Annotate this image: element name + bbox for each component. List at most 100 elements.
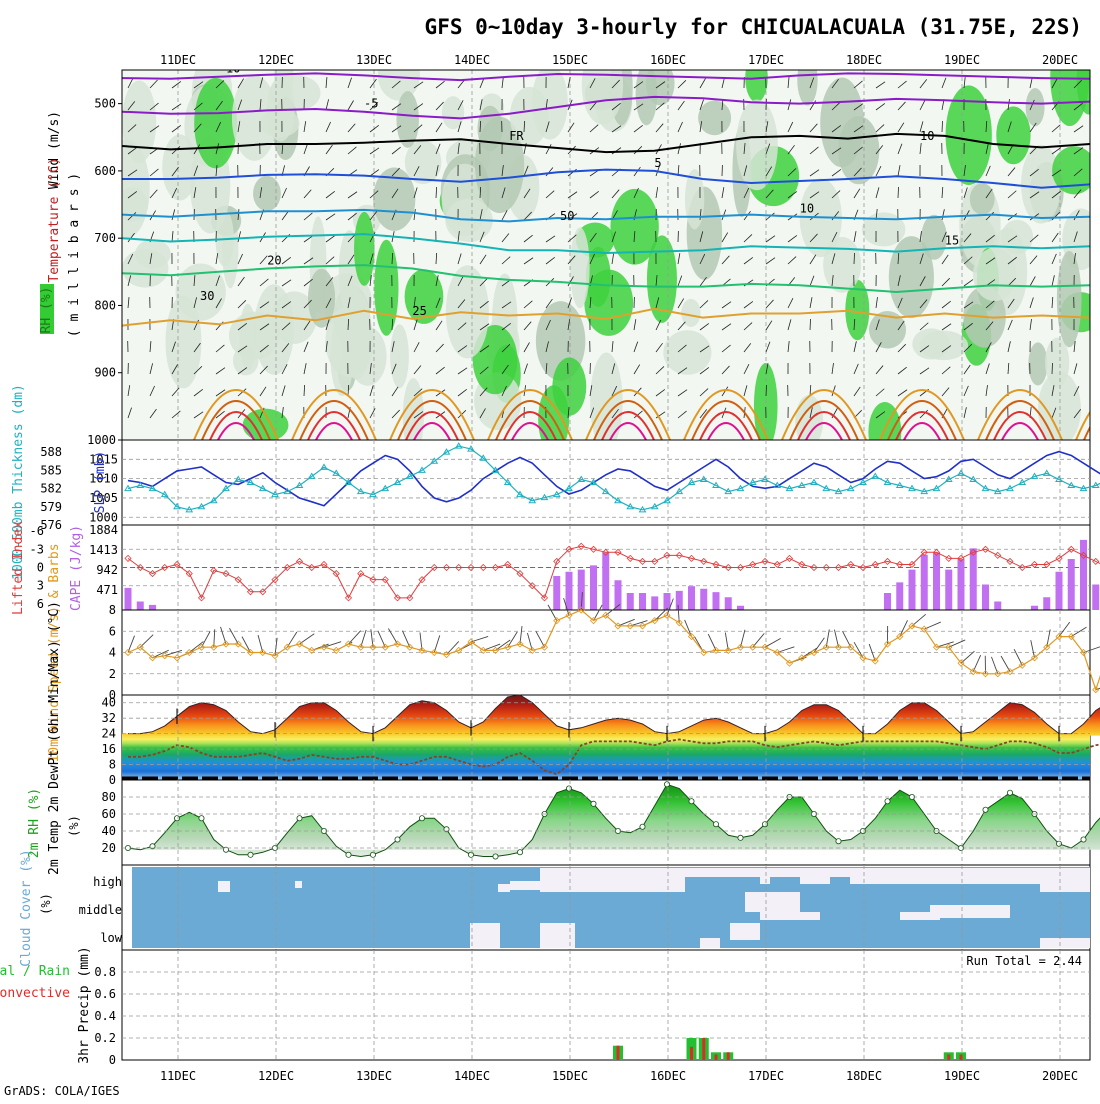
temperature-tick-label: 32	[102, 711, 116, 725]
cloud-gap	[800, 876, 830, 884]
cape-bar	[994, 602, 1001, 611]
rh-shade-cell	[442, 96, 464, 129]
cape-bar	[725, 597, 732, 610]
legend-total-rain: Total / Rain	[0, 964, 70, 979]
credit-text: GrADS: COLA/IGES	[4, 1084, 120, 1098]
lifted-index-tick-label: 0	[37, 561, 44, 575]
date-tick-top: 15DEC	[552, 53, 588, 67]
cape-bar	[945, 570, 952, 610]
rh-panel-label: 2m RH (%)	[27, 788, 42, 858]
date-tick-bottom: 20DEC	[1042, 1069, 1078, 1083]
rh-marker	[395, 837, 400, 842]
cloud-gap	[930, 905, 1010, 918]
rh-shade-cell	[1050, 28, 1089, 126]
cloud-gap	[850, 876, 1040, 884]
cape-bar	[1080, 540, 1087, 610]
rh-marker	[419, 816, 424, 821]
date-tick-bottom: 15DEC	[552, 1069, 588, 1083]
wind-speed-tick-label: 4	[109, 646, 116, 660]
precip-convective-bar	[715, 1055, 718, 1061]
cape-tick-label: 1884	[89, 523, 118, 537]
cloud-gap	[685, 868, 1090, 877]
rh-marker	[640, 824, 645, 829]
temperature-contour-label: 25	[412, 304, 426, 318]
rh-shade-cell	[552, 358, 586, 416]
rh-marker	[762, 822, 767, 827]
date-tick-bottom: 17DEC	[748, 1069, 784, 1083]
date-tick-top: 17DEC	[748, 53, 784, 67]
rh-marker	[566, 786, 571, 791]
rh-contour-label: 50	[560, 209, 574, 223]
rh-shade-cell	[260, 109, 300, 137]
pressure-tick-label: 700	[94, 231, 116, 245]
rh-marker	[983, 807, 988, 812]
rh-units-label: (%)	[67, 815, 81, 837]
rh-marker	[517, 850, 522, 855]
temperature-contour-label: 15	[945, 233, 959, 247]
rh-shade-cell	[912, 328, 949, 359]
rh-marker	[199, 816, 204, 821]
pressure-tick-label: 1000	[87, 433, 116, 447]
rh-shade-cell	[797, 54, 817, 105]
temperature-contour-label: 10	[800, 202, 814, 216]
rh-marker	[248, 852, 253, 857]
cape-bar	[137, 602, 144, 611]
rh-shade-cell	[194, 78, 237, 169]
cloud-row-label: high	[93, 875, 122, 889]
cape-bar	[1092, 585, 1099, 611]
pressure-tick-label: 800	[94, 298, 116, 312]
precip-axis-ticks: 00.20.40.60.8	[94, 965, 116, 1067]
cloud-gap	[730, 923, 760, 940]
upper-wind-barb	[854, 253, 855, 264]
cape-tick-label: 471	[96, 583, 118, 597]
cape-bar	[896, 582, 903, 610]
cape-bar	[688, 586, 695, 610]
temperature-tick-label: 40	[102, 696, 116, 710]
rh-tick-label: 80	[102, 790, 116, 804]
temperature-tick-label: 16	[102, 742, 116, 756]
lifted-index-tick-label: 6	[37, 597, 44, 611]
date-tick-top: 16DEC	[650, 53, 686, 67]
rh-tick-label: 20	[102, 841, 116, 855]
rh-marker	[174, 816, 179, 821]
run-total-label: Run Total = 2.44	[966, 954, 1082, 968]
cape-tick-label: 1413	[89, 543, 118, 557]
cloud-row-label: low	[100, 931, 122, 945]
upper-wind-barb	[898, 187, 899, 198]
temperature-contour-label: 5	[654, 156, 661, 170]
date-tick-bottom: 12DEC	[258, 1069, 294, 1083]
cape-bar	[982, 585, 989, 611]
rh-marker	[468, 852, 473, 857]
thickness-tick-label: 585	[40, 463, 62, 477]
rh-shade-cell	[477, 106, 502, 151]
rh-shade-cell	[736, 99, 778, 190]
cloud-gap	[470, 923, 500, 948]
cape-bar	[676, 591, 683, 610]
upper-wind-barb	[810, 319, 811, 330]
date-tick-bottom: 11DEC	[160, 1069, 196, 1083]
legend-convective: Convective	[0, 986, 70, 1001]
rh-shade-cell	[396, 91, 418, 148]
cloud-cover-label: Cloud Cover (%)	[19, 849, 34, 966]
rh-shade-cell	[636, 63, 658, 126]
cloud-gap	[295, 881, 302, 888]
cloud-gap	[510, 881, 540, 890]
rh-shade-cell	[570, 227, 589, 308]
rh-shade-cell	[341, 291, 371, 380]
cloud-gap	[498, 884, 510, 892]
date-tick-top: 11DEC	[160, 53, 196, 67]
temperature-label: Temperature (°C)	[47, 157, 62, 282]
rh-marker	[738, 835, 743, 840]
temperature-tick-label: 8	[109, 758, 116, 772]
rh-marker	[689, 799, 694, 804]
rh-shade-cell	[1026, 88, 1045, 126]
date-tick-bottom: 16DEC	[650, 1069, 686, 1083]
date-tick-top: 14DEC	[454, 53, 490, 67]
rh-marker	[346, 852, 351, 857]
